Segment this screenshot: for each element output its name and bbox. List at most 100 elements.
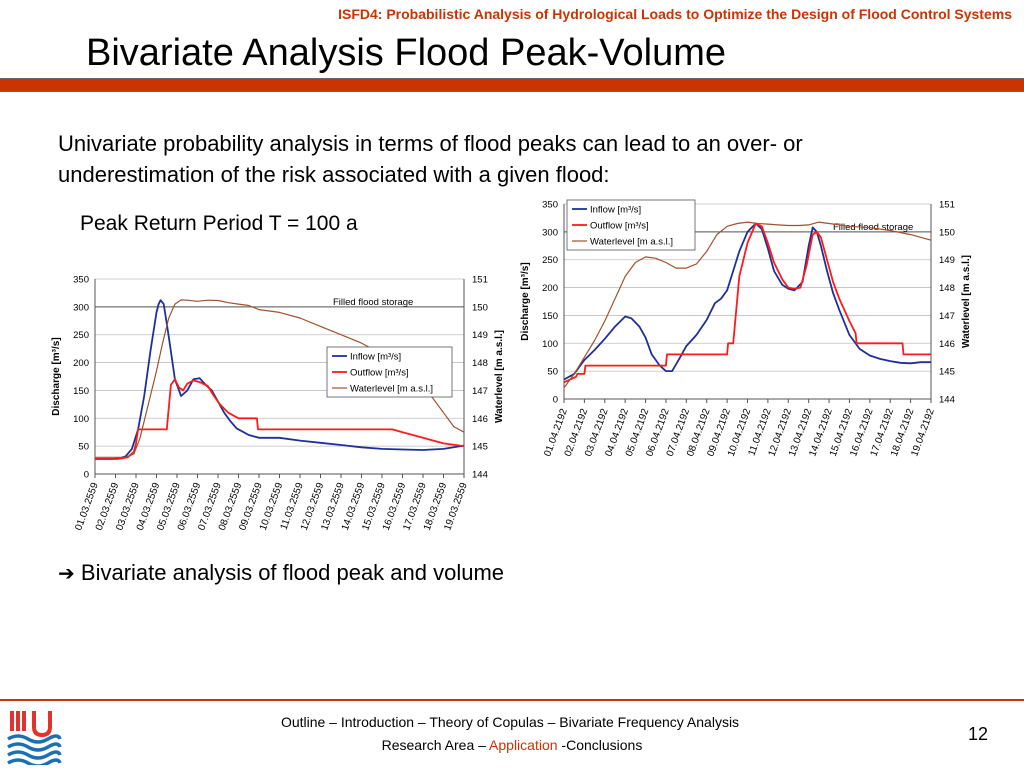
conclusion-text: Bivariate analysis of flood peak and vol… [80,560,505,585]
chart-2-series-1-line [563,222,931,381]
footer-application-current[interactable]: Application [489,737,558,753]
chart-2-x-tick-label: 01.04.2192 [542,407,570,458]
chart-1-y2-tick-label: 149 [472,330,488,341]
chart-2-x-tick-label: 06.04.2192 [644,407,672,458]
chart-1-x-tick-label: 15.03.2559 [360,481,388,532]
chart-1-y-axis-title: Discharge [m³/s] [51,337,62,415]
chart-1-x-tick-label: 18.03.2559 [422,481,450,532]
chart-1-y2-tick-label: 146 [472,414,488,425]
conclusion-line: ➔ Bivariate analysis of flood peak and v… [58,560,504,586]
chart-1-x-tick-label: 06.03.2559 [176,481,204,532]
chart-1-annotation: Filled flood storage [333,297,413,308]
chart-2-x-tick-label: 17.04.2192 [869,407,897,458]
footer-divider [0,699,1024,701]
project-title: ISFD4: Probabilistic Analysis of Hydrolo… [338,6,1012,22]
chart-2-y-tick-label: 250 [542,255,558,266]
chart-2-x-tick-label: 19.04.2192 [909,407,937,458]
chart-2-x-tick-label: 04.04.2192 [604,407,632,458]
chart-2-y2-tick-label: 149 [939,255,955,266]
chart-1-y-tick-label: 50 [78,442,89,453]
chart-1-y-tick-label: 0 [84,470,89,481]
chart-2-legend-label: Inflow [m³/s] [590,205,641,216]
chart-2-series-2-line [563,222,931,384]
chart-1-y2-tick-label: 144 [472,470,488,481]
chart-1-x-tick-label: 13.03.2559 [319,481,347,532]
chart-1-x-tick-label: 01.03.2559 [73,481,101,532]
chart-2-y-tick-label: 0 [553,395,558,406]
page-number: 12 [968,724,989,744]
footer-outline-part[interactable]: Outline – Introduction – Theory of Copul… [280,714,560,730]
chart-1-x-tick-label: 10.03.2559 [258,481,286,532]
chart-2-y-axis-title: Discharge [m³/s] [520,262,531,340]
chart-2-x-tick-label: 15.04.2192 [828,407,856,458]
chart-1-x-tick-label: 02.03.2559 [94,481,122,532]
footer-outline-bivariate[interactable]: Bivariate Frequency Analysis [559,714,740,730]
chart-2-x-tick-label: 08.04.2192 [685,407,713,458]
footer-conclusions[interactable]: -Conclusions [557,737,643,753]
chart-1-y2-axis-title: Waterlevel [m a.s.l.] [494,330,505,423]
chart-1-x-tick-label: 04.03.2559 [135,481,163,532]
chart-2-x-tick-label: 10.04.2192 [726,407,754,458]
chart-1-y-tick-label: 150 [73,386,89,397]
chart-2-y-tick-label: 300 [542,227,558,238]
chart-1-y2-tick-label: 151 [472,275,488,286]
chart-2-y2-tick-label: 151 [939,200,955,211]
intro-text: Univariate probability analysis in terms… [58,131,803,187]
chart-1-x-tick-label: 12.03.2559 [299,481,327,532]
footer-outline-line: Outline – Introduction – Theory of Copul… [0,714,1022,730]
university-logo-icon [4,705,64,770]
chart-2-y2-tick-label: 148 [939,283,955,294]
chart-2-x-tick-label: 13.04.2192 [787,407,815,458]
chart-2-y2-tick-label: 146 [939,339,955,350]
chart-2-y-tick-label: 50 [547,367,558,378]
chart-2-x-tick-label: 16.04.2192 [848,407,876,458]
chart-1-x-tick-label: 11.03.2559 [279,481,306,532]
chart-1-x-tick-label: 16.03.2559 [381,481,409,532]
chart-1-x-tick-label: 14.03.2559 [340,481,368,532]
chart-2-y2-tick-label: 144 [939,395,955,406]
chart-1-x-tick-label: 17.03.2559 [401,481,429,532]
chart-2-y2-tick-label: 150 [939,227,955,238]
chart-2-x-tick-label: 12.04.2192 [767,407,795,458]
slide-title: Bivariate Analysis Flood Peak-Volume [86,32,726,74]
chart-2-x-tick-label: 03.04.2192 [583,407,611,458]
arrow-right-icon: ➔ [58,563,75,585]
chart-1-y2-tick-label: 150 [472,302,488,313]
chart-1-series-2-line [95,378,465,460]
chart-1-y2-tick-label: 148 [472,358,488,369]
chart-1-y-tick-label: 100 [73,414,89,425]
footer-outline-line-2: Research Area – Application -Conclusions [0,737,1024,753]
chart-2-y2-axis-title: Waterlevel [m a.s.l.] [961,255,972,348]
chart-2-y-tick-label: 350 [542,200,558,211]
chart-2-x-tick-label: 05.04.2192 [624,407,652,458]
chart-2-legend-label: Outflow [m³/s] [590,221,649,232]
footer-research-area[interactable]: Research Area – [381,737,490,753]
chart-1-y-tick-label: 250 [73,330,89,341]
chart-2-x-tick-label: 11.04.2192 [747,407,774,458]
chart-1-x-tick-label: 03.03.2559 [114,481,142,532]
chart-2-y2-tick-label: 145 [939,367,955,378]
chart-2-annotation: Filled flood storage [833,222,913,233]
chart-2-y2-tick-label: 147 [939,311,955,322]
peak-return-period-label: Peak Return Period T = 100 a [80,212,358,235]
chart-1-y-tick-label: 300 [73,302,89,313]
title-divider-bar [0,78,1024,92]
chart-1-legend-label: Outflow [m³/s] [350,368,409,379]
chart-1-x-tick-label: 09.03.2559 [237,481,265,532]
chart-1-y-tick-label: 350 [73,275,89,286]
chart-1-series-3-line [95,299,465,458]
chart-1-x-tick-label: 08.03.2559 [217,481,245,532]
chart-1-series-1-line [95,299,465,460]
chart-2-x-tick-label: 18.04.2192 [889,407,917,458]
chart-2-x-tick-label: 07.04.2192 [665,407,693,458]
chart-2-legend-box [566,199,696,251]
chart-1-x-tick-label: 19.03.2559 [442,481,470,532]
chart-2-x-tick-label: 14.04.2192 [807,407,835,458]
chart-2-legend-label: Waterlevel [m a.s.l.] [590,237,673,248]
chart-1-y2-tick-label: 145 [472,442,488,453]
chart-1-y-tick-label: 200 [73,358,89,369]
chart-2-y-tick-label: 100 [542,339,558,350]
chart-2-y-tick-label: 150 [542,311,558,322]
chart-1-legend-label: Waterlevel [m a.s.l.] [350,384,433,395]
